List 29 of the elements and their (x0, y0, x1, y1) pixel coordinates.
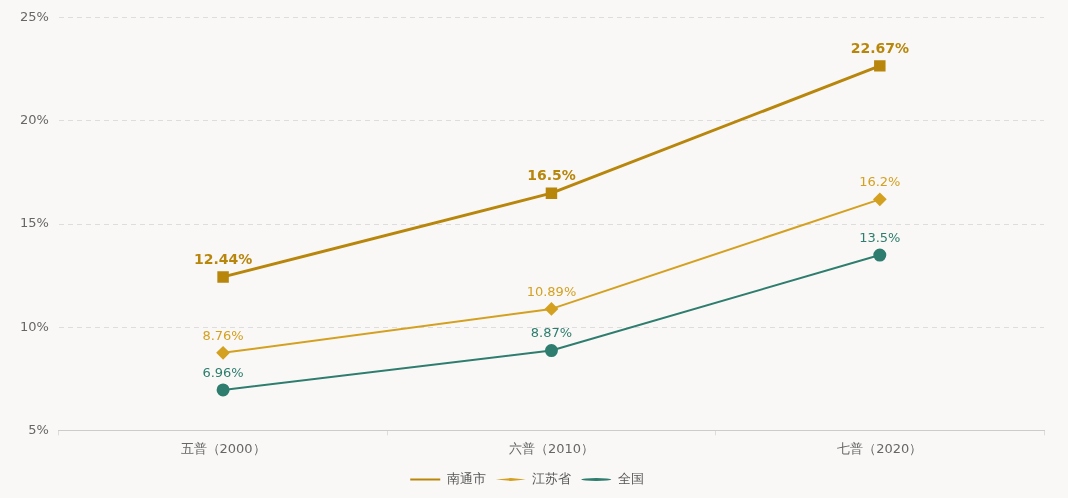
data-label: 8.76% (202, 327, 244, 343)
point (544, 344, 558, 358)
legend-label: 江苏省 (532, 470, 572, 486)
x-tick-label: 六普（2010） (508, 440, 594, 456)
legend-label: 南通市 (446, 470, 486, 486)
x-tick-label: 五普（2000） (180, 440, 266, 456)
data-label: 16.2% (859, 174, 901, 190)
y-tick-label: 5% (28, 421, 49, 437)
point (217, 271, 229, 283)
data-label: 16.5% (527, 166, 576, 183)
point (216, 383, 230, 397)
data-label: 8.87% (530, 325, 573, 341)
legend-label: 全国 (617, 470, 644, 486)
point (874, 60, 886, 72)
x-tick-label: 七普（2020） (837, 440, 923, 456)
data-label: 6.96% (202, 364, 244, 380)
point (873, 248, 887, 262)
data-label: 12.44% (193, 250, 253, 267)
point (544, 302, 558, 316)
y-tick-label: 25% (19, 9, 49, 25)
y-tick-label: 15% (19, 215, 49, 231)
data-label: 22.67% (850, 39, 909, 56)
y-tick-label: 20% (19, 112, 49, 128)
point (873, 192, 887, 206)
point (216, 346, 230, 360)
data-label: 10.89% (526, 283, 577, 299)
data-label: 13.5% (859, 229, 901, 245)
point (545, 187, 558, 199)
y-tick-label: 10% (19, 318, 49, 334)
